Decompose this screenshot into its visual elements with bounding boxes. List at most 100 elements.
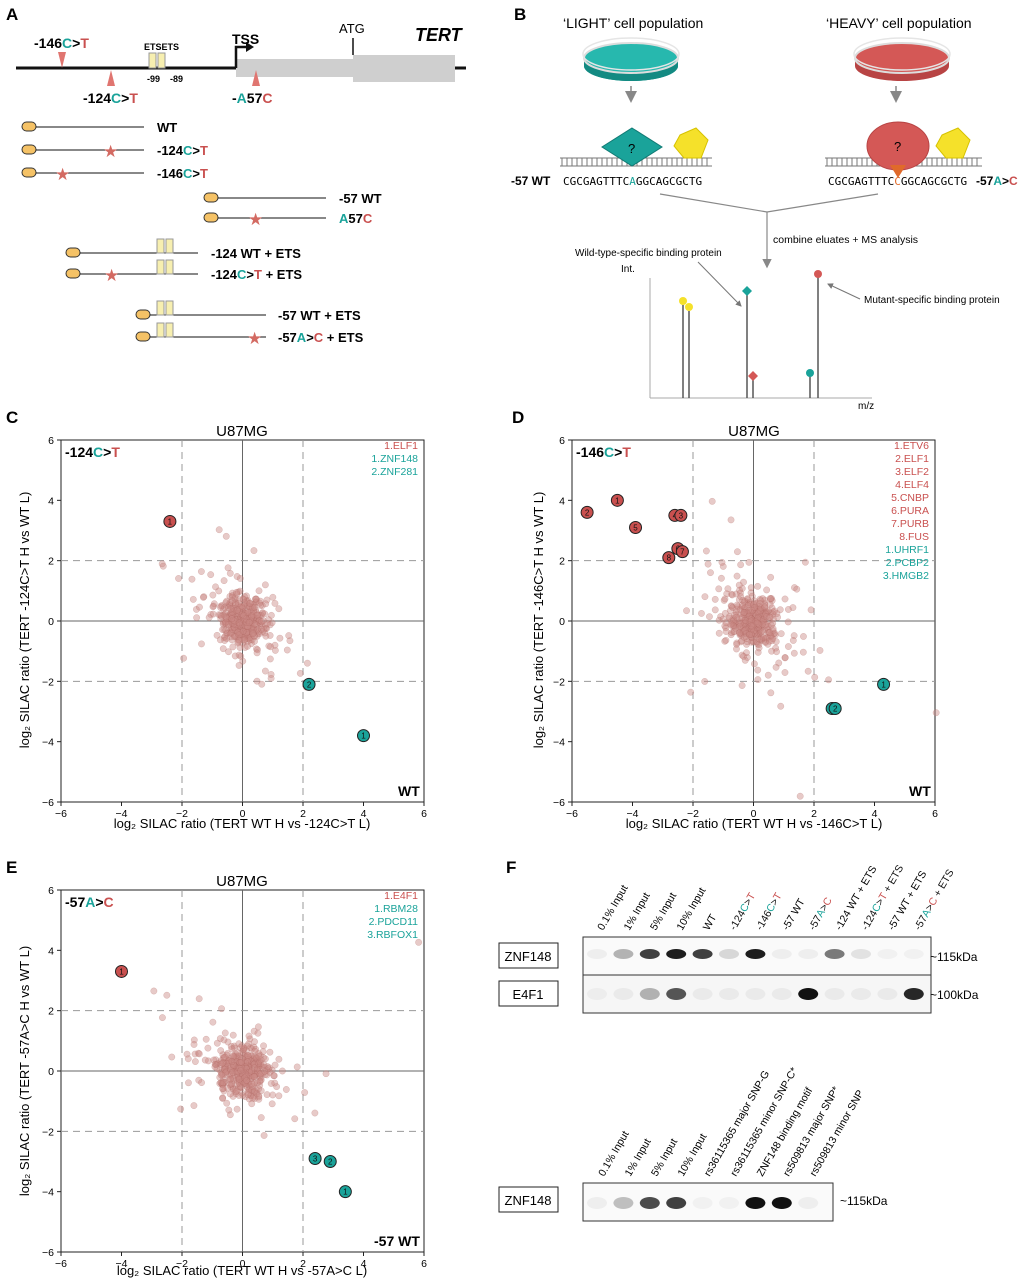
protein-point [239, 639, 247, 647]
blot-band [719, 949, 739, 959]
protein-point [244, 611, 252, 619]
x-tick-label: −6 [566, 808, 578, 820]
protein-point [250, 1064, 258, 1072]
protein-point [252, 621, 260, 628]
blot1-mw: ~115kDa [930, 950, 978, 964]
protein-point [746, 618, 754, 626]
protein-point [265, 1064, 273, 1072]
y-tick-label: 0 [48, 1066, 54, 1078]
protein-point [256, 1078, 264, 1086]
protein-point [242, 1071, 250, 1079]
protein-point [250, 1069, 258, 1077]
protein-point [235, 1059, 243, 1066]
protein-point [741, 611, 749, 619]
nonspecific-protein-right [935, 127, 971, 159]
protein-point [247, 640, 255, 648]
protein-point [221, 633, 229, 640]
protein-point [244, 610, 252, 618]
protein-point [751, 610, 759, 618]
ms-peak-red-circle [814, 270, 822, 278]
protein-point [248, 1072, 256, 1080]
protein-point [721, 595, 729, 603]
protein-point [233, 1105, 241, 1113]
mutant-binding-contact [890, 165, 906, 178]
utr-box [236, 59, 353, 77]
protein-point [254, 1060, 262, 1068]
protein-point [251, 1087, 259, 1095]
protein-point [260, 1054, 267, 1062]
highlighted-point [163, 514, 177, 528]
protein-point [248, 1100, 256, 1108]
protein-point [240, 633, 248, 641]
protein-point [293, 1063, 301, 1071]
protein-point [219, 1094, 227, 1102]
protein-point [766, 613, 774, 621]
protein-point [233, 1059, 241, 1066]
protein-point [711, 606, 719, 614]
protein-point [231, 601, 239, 609]
protein-point [243, 628, 251, 636]
protein-point [238, 1064, 246, 1072]
mutation-star: ★ [55, 165, 70, 184]
nonspecific-protein-left [673, 127, 709, 159]
protein-point [255, 1092, 263, 1100]
protein-point [210, 1056, 218, 1064]
protein-point [230, 1063, 238, 1071]
protein-point [259, 628, 267, 635]
y-tick-label: 6 [559, 435, 565, 447]
protein-point [732, 617, 740, 625]
protein-point [230, 1044, 238, 1052]
protein-point [240, 636, 248, 644]
protein-point [271, 646, 279, 654]
y-tick-label: −6 [553, 797, 565, 809]
protein-point [267, 1080, 275, 1087]
protein-point [768, 604, 776, 612]
protein-point [261, 1071, 269, 1078]
protein-point [240, 618, 248, 625]
protein-point [239, 1092, 247, 1099]
protein-point [737, 623, 745, 631]
protein-point [754, 620, 762, 628]
protein-point [226, 616, 234, 624]
protein-point [756, 626, 764, 634]
protein-point [234, 624, 242, 632]
protein-point [728, 629, 736, 637]
protein-point [235, 1078, 243, 1086]
protein-point [267, 670, 275, 678]
protein-point [245, 1095, 253, 1103]
protein-point [727, 620, 735, 628]
protein-point [748, 615, 756, 623]
protein-point [241, 1080, 249, 1088]
protein-point [229, 1074, 237, 1082]
mut-specific-label: Mutant-specific binding protein [864, 295, 1000, 306]
protein-point [239, 1048, 247, 1056]
protein-point [732, 621, 740, 629]
protein-point [233, 1066, 241, 1074]
x-tick-label: 6 [932, 808, 938, 820]
protein-point [254, 1029, 262, 1037]
protein-point [223, 630, 231, 638]
protein-point [222, 1070, 230, 1078]
protein-point [752, 623, 760, 631]
protein-point [745, 600, 753, 608]
legend-entry: 1.ELF1 [384, 440, 418, 452]
protein-point [781, 654, 789, 662]
protein-point [742, 630, 750, 637]
gene-label: TERT [415, 25, 464, 45]
ets-box [156, 300, 165, 316]
protein-point [239, 1058, 247, 1066]
protein-point [757, 612, 765, 620]
protein-point [235, 631, 243, 639]
protein-point [210, 602, 217, 610]
protein-point [738, 601, 746, 609]
y-tick-label: −6 [42, 1247, 54, 1259]
protein-point [258, 625, 265, 633]
protein-point [221, 1078, 229, 1086]
protein-point [229, 609, 237, 616]
protein-point [228, 629, 236, 636]
protein-point [221, 619, 229, 627]
panel-e-corner-57wt: -57 WT [374, 1233, 420, 1249]
protein-point [244, 1052, 252, 1060]
protein-point [246, 627, 254, 635]
protein-point [249, 626, 257, 634]
